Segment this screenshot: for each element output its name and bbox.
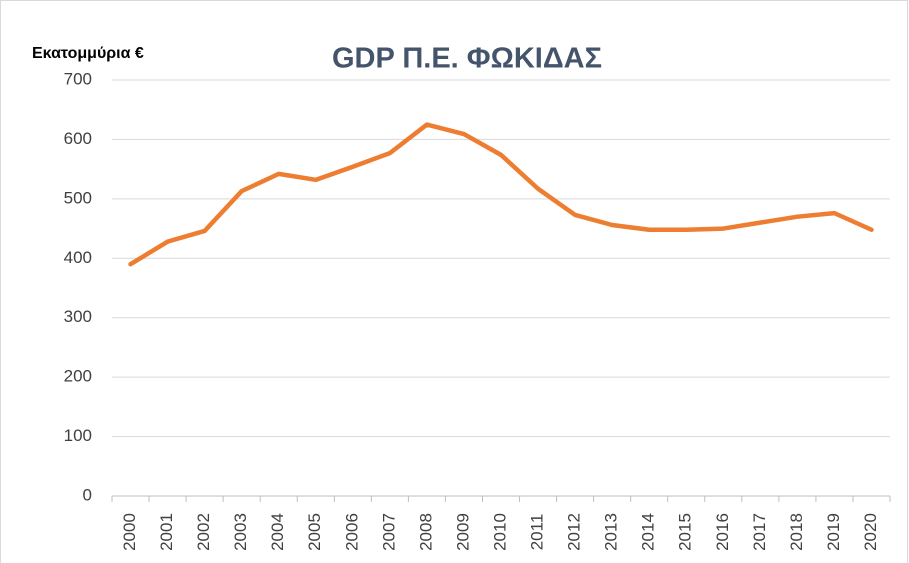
x-tick-label: 2013 [602, 513, 621, 551]
x-tick-label: 2018 [787, 513, 806, 551]
y-tick-label: 300 [64, 307, 92, 326]
y-tick-label: 700 [64, 69, 92, 88]
x-tick-label: 2012 [565, 513, 584, 551]
y-tick-label: 400 [64, 248, 92, 267]
x-tick-label: 2002 [194, 513, 213, 551]
x-tick-label: 2007 [379, 513, 398, 551]
x-tick-label: 2000 [120, 513, 139, 551]
y-tick-label: 200 [64, 367, 92, 386]
line-series [128, 122, 874, 267]
x-tick-label: 2006 [342, 513, 361, 551]
x-tick-label: 2014 [639, 513, 658, 551]
x-tick-label: 2003 [231, 513, 250, 551]
x-tick-label: 2017 [750, 513, 769, 551]
x-tick-label: 2009 [453, 513, 472, 551]
x-tick-label: 2001 [157, 513, 176, 551]
x-tick-label: 2005 [305, 513, 324, 551]
x-tick-label: 2016 [713, 513, 732, 551]
chart-title: GDP Π.Ε. ΦΩΚΙΔΑΣ [332, 43, 602, 75]
x-tick-label: 2011 [528, 514, 547, 551]
x-tick-label: 2019 [824, 513, 843, 551]
y-tick-label: 100 [64, 426, 92, 445]
x-tick-label: 2020 [861, 513, 880, 551]
y-axis-label: Εκατομμύρια € [32, 45, 144, 62]
x-tick-label: 2004 [268, 513, 287, 551]
y-tick-label: 0 [83, 485, 92, 504]
x-tick-label: 2010 [490, 513, 509, 551]
x-tick-label: 2008 [416, 513, 435, 551]
y-tick-label: 600 [64, 129, 92, 148]
y-tick-label: 500 [64, 188, 92, 207]
x-tick-label: 2015 [676, 513, 695, 551]
